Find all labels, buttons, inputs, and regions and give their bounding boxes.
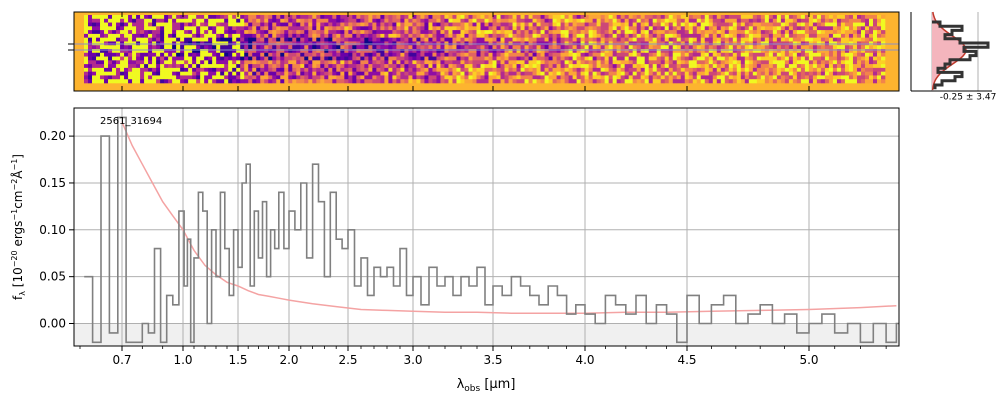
y-tick-label: 0.10 [39,223,66,237]
y-tick-label: 0.15 [39,176,66,190]
x-tick-label: 2.5 [338,353,357,367]
x-tick-label: 4.5 [677,353,696,367]
x-tick-label: 1.0 [173,353,192,367]
y-tick-label: 0.00 [39,317,66,331]
histogram-stat-label: -0.25 ± 3.47 [940,93,997,103]
x-tick-label: 4.0 [575,353,594,367]
x-axis-label: λobs [μm] [457,377,516,394]
spectrum-1d-panel: 0.7 1.0 1.5 2.0 2.5 3.0 3.5 4.0 4.5 5.0 0.00 0.05 0.… [39,107,900,367]
histogram-data-steps [932,20,990,90]
y-axis-label: fλ [10−20 ergs−1cm−2Å−1] [10,154,27,300]
x-tick-label: 2.0 [279,353,298,367]
y-tick-label: 0.20 [39,129,66,143]
x-tick-label: 3.5 [483,353,502,367]
spectrum-2d-ticks [68,12,810,91]
y-tick-label: 0.05 [39,270,66,284]
object-id-label: 2561_31694 [100,116,162,127]
x-tick-label: 0.7 [112,353,131,367]
spectrum-2d-heatmap [84,15,886,84]
flux-series-line [84,116,899,344]
x-tick-label: 5.0 [799,353,818,367]
histogram-panel: -0.25 ± 3.47 [910,11,997,103]
histogram-content [911,11,990,92]
x-tick-label: 1.5 [228,353,247,367]
zero-band [74,323,899,346]
spectrum-2d-panel [68,11,900,92]
x-tick-label: 3.0 [403,353,422,367]
